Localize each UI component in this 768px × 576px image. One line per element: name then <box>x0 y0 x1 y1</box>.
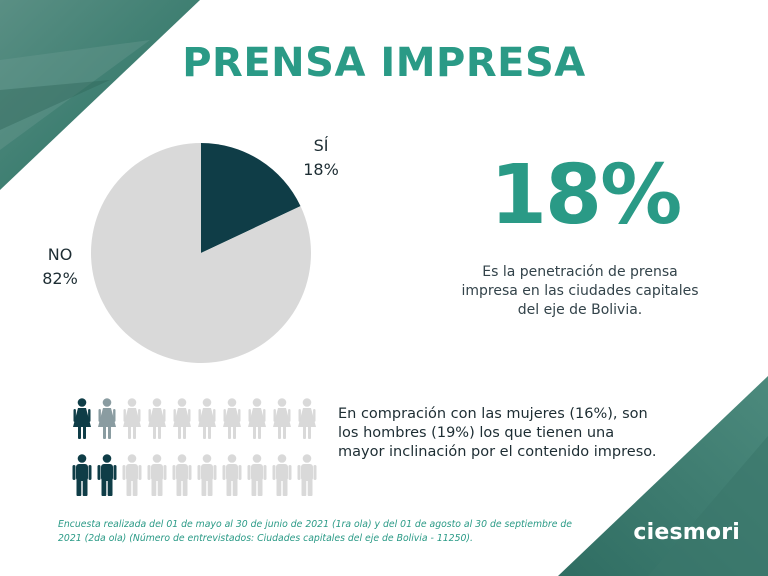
pie-label-no: NO 82% <box>32 243 88 291</box>
woman-icon <box>298 398 316 439</box>
man-icon <box>122 454 142 496</box>
man-icon <box>97 454 117 496</box>
pie-label-no-value: 82% <box>42 269 78 288</box>
pie-slice-si <box>201 143 301 253</box>
pie-slice-no <box>91 143 311 363</box>
brand-logo: ciesmori <box>633 520 740 545</box>
corner-decoration-bottom-right <box>558 376 768 576</box>
highlight-description: Es la penetración de prensa impresa en l… <box>461 264 699 318</box>
man-icon <box>172 454 192 496</box>
woman-icon <box>73 398 91 439</box>
woman-icon <box>223 398 241 439</box>
woman-icon <box>173 398 191 439</box>
pie-label-si-name: SÍ <box>313 136 329 155</box>
corner-decoration-top-left <box>0 0 200 190</box>
woman-icon <box>123 398 141 439</box>
man-icon <box>197 454 217 496</box>
man-icon <box>272 454 292 496</box>
woman-icon <box>248 398 266 439</box>
woman-icon <box>98 398 116 439</box>
pie-label-si-value: 18% <box>303 160 339 179</box>
survey-footnote: Encuesta realizada del 01 de mayo al 30 … <box>58 519 573 544</box>
comparison-text: En compración con las mujeres (16%), son… <box>338 406 657 460</box>
highlight-percentage: 18% <box>490 148 682 243</box>
man-icon <box>147 454 167 496</box>
man-icon <box>72 454 92 496</box>
woman-icon <box>273 398 291 439</box>
pie-label-si: SÍ 18% <box>296 134 346 182</box>
man-icon <box>222 454 242 496</box>
woman-icon <box>198 398 216 439</box>
man-icon <box>297 454 317 496</box>
pie-chart <box>91 143 311 363</box>
people-icon-grid <box>72 398 317 496</box>
woman-icon <box>148 398 166 439</box>
man-icon <box>247 454 267 496</box>
page-title: PRENSA IMPRESA <box>182 40 586 86</box>
pie-label-no-name: NO <box>47 245 73 264</box>
